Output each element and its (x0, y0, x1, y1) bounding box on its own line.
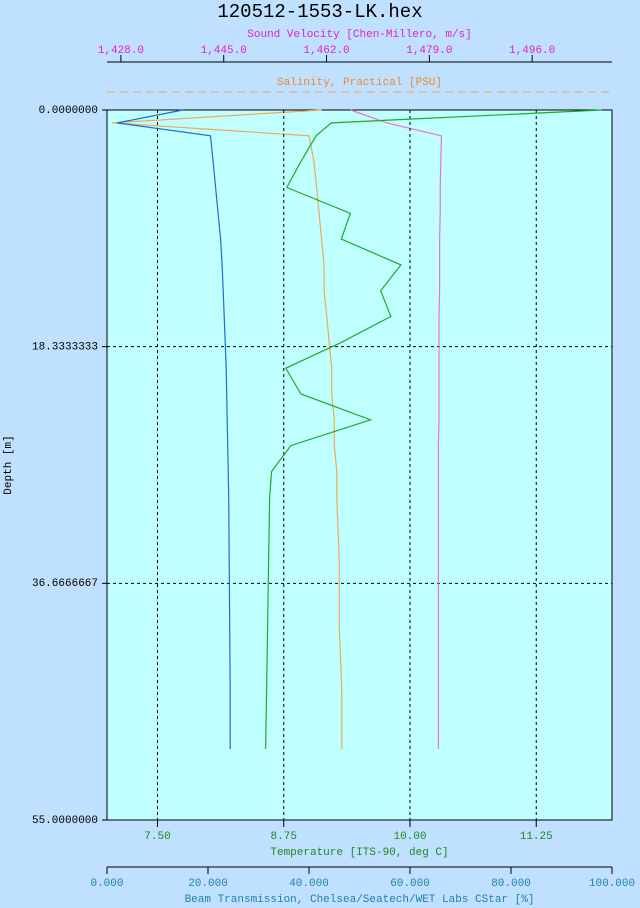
x-tick-label: 100.000 (589, 878, 635, 890)
profile-line (265, 109, 602, 750)
x-tick-label: 20.000 (188, 878, 228, 890)
x-tick-label: 11.25 (520, 831, 553, 843)
profile-line (116, 109, 231, 749)
chart-title: 120512-1553-LK.hex (217, 1, 422, 23)
profile-line (111, 109, 343, 749)
y-tick-label: 36.6666667 (32, 578, 98, 590)
x-tick-label: 0.000 (90, 878, 123, 890)
y-tick-label: 18.3333333 (32, 342, 98, 354)
x-axis-title: Temperature [ITS-90, deg C] (270, 847, 448, 859)
plot-area (106, 109, 613, 821)
x-tick-label: 7.50 (144, 831, 170, 843)
x-tick-label: 60.000 (390, 878, 430, 890)
x-tick-label: 1,479.0 (406, 45, 452, 57)
x-tick-label: 1,445.0 (201, 45, 247, 57)
y-axis-title: Depth [m] (3, 435, 15, 494)
x-tick-label: 1,462.0 (303, 45, 349, 57)
x-axis-title: Sound Velocity [Chen-Millero, m/s] (247, 29, 471, 41)
x-tick-label: 1,428.0 (98, 45, 144, 57)
x-tick-label: 10.00 (393, 831, 426, 843)
x-tick-label: 1,496.0 (509, 45, 555, 57)
x-tick-label: 80.000 (491, 878, 531, 890)
x-tick-label: 8.75 (271, 831, 297, 843)
x-axis-title: Beam Transmission, Chelsea/Seatech/WET L… (185, 894, 535, 906)
profile-line (350, 109, 443, 749)
x-tick-label: 40.000 (289, 878, 329, 890)
y-tick-label: 0.0000000 (39, 105, 98, 117)
x-axis-title: Salinity, Practical [PSU] (277, 77, 442, 89)
y-tick-label: 55.0000000 (32, 815, 98, 827)
